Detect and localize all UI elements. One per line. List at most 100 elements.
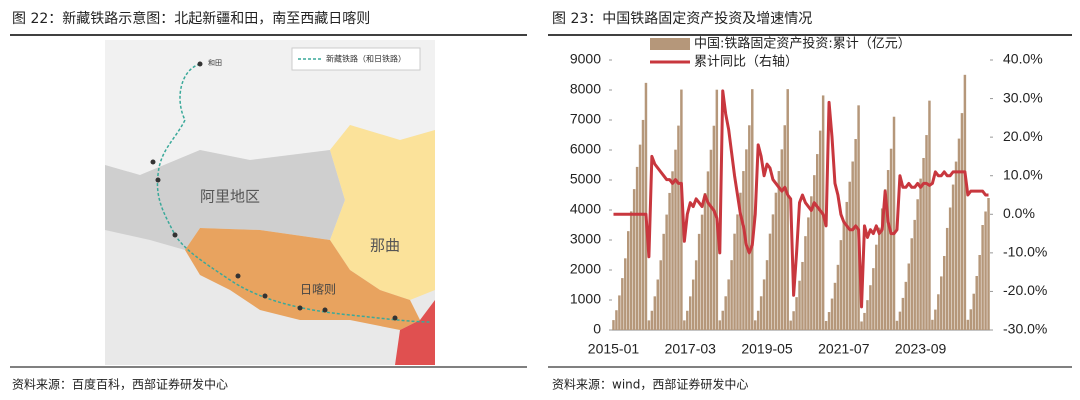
bar	[839, 240, 843, 330]
y2-tick-label: 40.0%	[1003, 51, 1043, 67]
bar	[768, 233, 772, 330]
bar	[848, 181, 851, 330]
chart: 0 1000 2000 3000 4000 5000 6000 7000 8000 9000 -30…	[570, 36, 1048, 357]
bar	[624, 258, 627, 330]
bar	[987, 198, 990, 330]
bar	[615, 310, 618, 330]
bar	[940, 276, 943, 330]
bar	[966, 319, 970, 330]
bar	[715, 89, 719, 330]
bar	[922, 157, 925, 330]
bar	[721, 310, 724, 330]
bar	[907, 263, 911, 330]
map-label: 那曲	[370, 237, 400, 255]
bar	[851, 161, 854, 330]
bar	[629, 211, 633, 330]
bar	[683, 320, 686, 330]
bar	[618, 295, 621, 330]
bar	[689, 296, 692, 330]
bar	[677, 125, 680, 330]
bar	[748, 125, 751, 330]
bar	[638, 144, 642, 330]
bar	[691, 279, 695, 330]
bar	[771, 214, 775, 330]
bar	[730, 260, 733, 330]
bar	[674, 149, 677, 330]
bar	[765, 260, 769, 330]
bar	[756, 310, 760, 330]
y-tick-label: 6000	[570, 141, 601, 157]
bar	[872, 268, 875, 330]
bar	[960, 113, 964, 330]
y2-tick-label: -20.0%	[1003, 282, 1047, 298]
y2-tick-label: 20.0%	[1003, 128, 1043, 144]
bar	[957, 138, 961, 330]
bar	[647, 320, 651, 330]
bar	[945, 227, 949, 330]
bar	[659, 260, 662, 330]
legend-label: 累计同比（右轴）	[694, 55, 798, 70]
map-label: 和田	[208, 58, 222, 67]
legend-label: 中国:铁路固定资产投资:累计（亿元）	[694, 36, 911, 52]
bar	[804, 236, 807, 330]
y-tick-label: 4000	[570, 201, 601, 217]
y-tick-label: 8000	[570, 81, 601, 97]
bar	[712, 125, 716, 330]
map-label: 日喀则	[300, 283, 336, 297]
bar	[783, 125, 786, 330]
bar	[898, 311, 902, 330]
y2-tick-label: 0.0%	[1003, 205, 1035, 221]
bar	[700, 214, 704, 330]
source: 资料来源：wind，西部证券研发中心	[552, 377, 748, 392]
map: 新藏铁路（和日铁路） 和田 阿里地区 那曲 日喀则	[105, 40, 435, 365]
bar	[706, 171, 710, 330]
bar	[972, 293, 975, 330]
bar	[751, 89, 754, 330]
line	[613, 89, 989, 309]
y-tick-label: 0	[593, 321, 601, 337]
bar	[733, 233, 736, 330]
bar	[786, 89, 789, 330]
x-tick-label: 2021-07	[818, 341, 870, 357]
bar	[931, 319, 934, 330]
bar	[863, 312, 866, 330]
bar	[644, 82, 648, 330]
bar	[641, 119, 645, 330]
source: 资料来源：百度百科，西部证券研发中心	[12, 377, 228, 392]
bar	[860, 321, 863, 330]
y-tick-label: 9000	[570, 51, 601, 67]
bar	[816, 154, 819, 330]
bar	[854, 139, 857, 330]
bar	[795, 297, 798, 330]
bar	[954, 161, 958, 330]
bar	[762, 279, 766, 330]
bar	[703, 193, 707, 330]
bar	[845, 201, 849, 330]
bar	[910, 238, 913, 330]
bar	[665, 214, 668, 330]
bar	[916, 199, 919, 330]
bar	[813, 175, 816, 330]
y2-tick-label: -10.0%	[1003, 244, 1047, 260]
bar	[889, 148, 893, 330]
bar	[951, 184, 955, 330]
bar	[901, 297, 905, 330]
bar	[736, 214, 739, 330]
bar	[653, 296, 657, 330]
bar	[984, 211, 987, 330]
bar	[934, 309, 937, 330]
bar	[627, 231, 630, 330]
bar	[635, 166, 639, 330]
bar	[810, 196, 813, 330]
y2-tick-label: 30.0%	[1003, 89, 1043, 105]
y2-tick-label: 10.0%	[1003, 166, 1043, 182]
x-tick-label: 2019-05	[741, 341, 793, 357]
bar	[857, 105, 860, 330]
bar	[671, 171, 674, 330]
bar	[925, 135, 928, 330]
bar	[833, 282, 837, 330]
bar	[798, 280, 801, 330]
bar	[780, 149, 784, 330]
y-tick-label: 2000	[570, 261, 601, 277]
bar	[981, 225, 984, 330]
